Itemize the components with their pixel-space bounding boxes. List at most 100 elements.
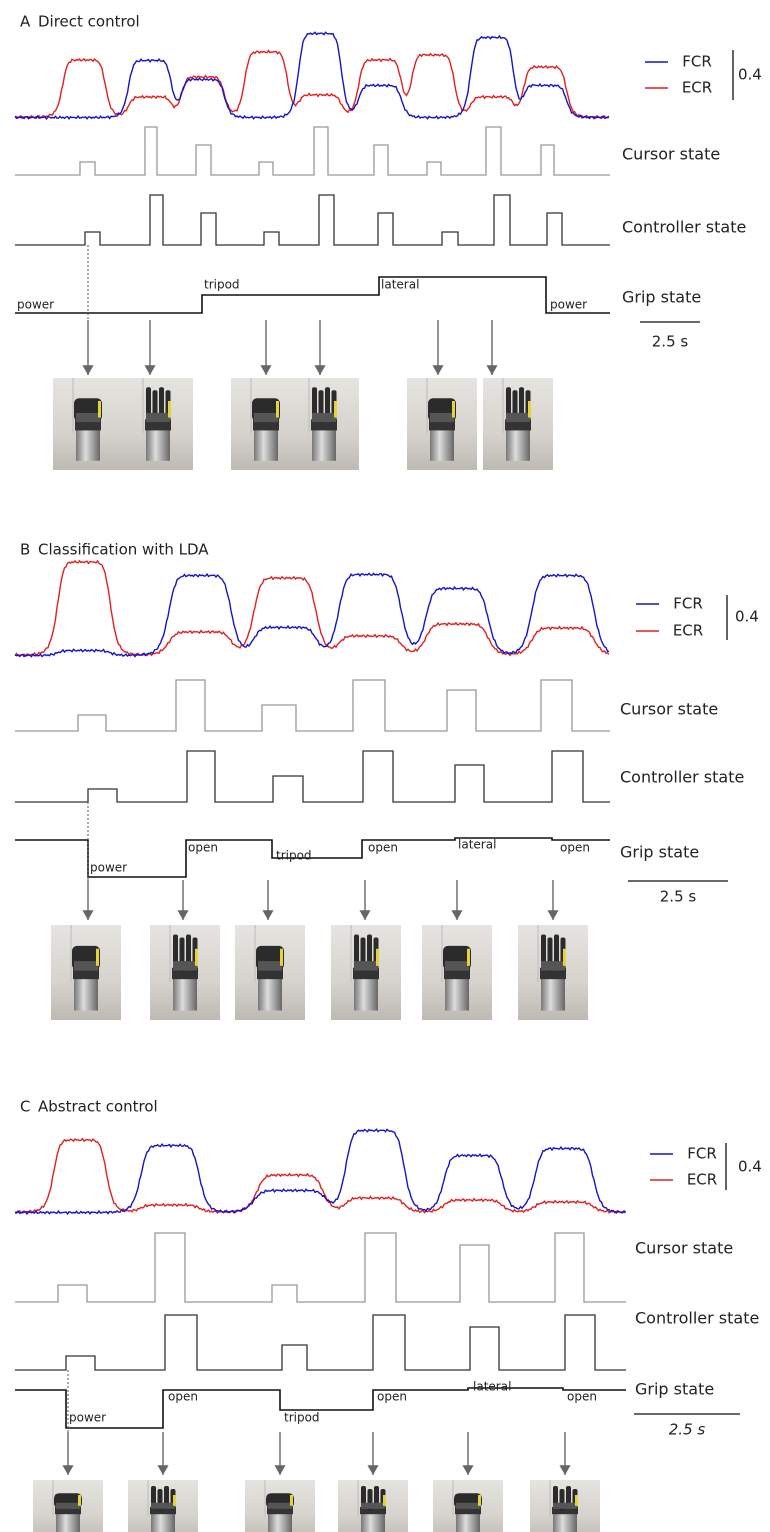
yellow-part (173, 1495, 176, 1506)
palm (173, 961, 197, 971)
prosthesis-base (456, 1513, 480, 1532)
state-trace (15, 195, 610, 245)
prosthesis-base (146, 429, 170, 461)
hand-photo (128, 1480, 198, 1532)
hand-photo (483, 378, 553, 470)
panel-label: C (20, 1098, 30, 1116)
grip-label: lateral (473, 1380, 511, 1394)
yellow-part (195, 949, 198, 966)
palm (361, 1503, 385, 1509)
palm (258, 961, 282, 971)
state-trace (15, 680, 610, 731)
yellow-part (96, 949, 99, 966)
palm (312, 413, 336, 422)
hand-photo (331, 925, 401, 1020)
emg-trace (15, 32, 609, 119)
hand-photo (33, 1480, 103, 1532)
state-trace (15, 1315, 626, 1370)
yellow-part (334, 401, 337, 418)
yellow-part (452, 401, 455, 418)
grip-label: open (560, 841, 590, 855)
palm (354, 961, 378, 971)
legend-label: FCR (673, 595, 703, 613)
grip-label: open (168, 1390, 198, 1404)
time-label: 2.5 s (660, 888, 697, 906)
palm (268, 1503, 292, 1509)
scale-label: 0.4 (735, 608, 759, 626)
hand-photo (422, 925, 492, 1020)
yellow-part (575, 1495, 578, 1506)
yellow-part (528, 401, 531, 418)
palm (254, 413, 278, 422)
panel-title: Direct control (38, 13, 140, 31)
row-label: Controller state (620, 768, 744, 787)
hand-photo (235, 925, 305, 1020)
palm (445, 961, 469, 971)
prosthesis-base (541, 977, 565, 1010)
scale-label: 0.4 (738, 66, 762, 84)
hand-photo (407, 378, 477, 470)
hand-photo (150, 925, 220, 1020)
yellow-part (563, 949, 566, 966)
prosthesis-base (506, 429, 530, 461)
prosthesis-base (254, 429, 278, 461)
state-trace (15, 1233, 626, 1302)
grip-label: open (368, 841, 398, 855)
grip-label: lateral (458, 838, 496, 852)
grip-label: tripod (204, 278, 240, 292)
scale-label: 0.4 (738, 1158, 762, 1176)
hand-photo (530, 1480, 600, 1532)
grip-label: open (567, 1390, 597, 1404)
yellow-part (467, 949, 470, 966)
panel-label: A (20, 13, 31, 31)
row-label: Grip state (622, 288, 701, 307)
prosthesis-base (74, 977, 98, 1010)
legend-label: FCR (682, 53, 712, 71)
palm (506, 413, 530, 422)
row-label: Controller state (635, 1309, 759, 1328)
palm (151, 1503, 175, 1509)
palm (541, 961, 565, 971)
grip-label: open (188, 841, 218, 855)
legend-label: ECR (673, 622, 703, 640)
time-label: 2.5 s (669, 1421, 706, 1439)
prosthesis-base (268, 1513, 292, 1532)
panel-title: Abstract control (38, 1098, 158, 1116)
yellow-part (98, 401, 101, 418)
prosthesis-base (173, 977, 197, 1010)
prosthesis-base (76, 429, 100, 461)
row-label: Cursor state (622, 145, 720, 164)
prosthesis-base (445, 977, 469, 1010)
hand-photo (123, 378, 193, 470)
grip-trace (15, 1388, 626, 1428)
figure: ADirect controlpowertripodlateralpowerFC… (0, 0, 770, 1532)
yellow-part (280, 949, 283, 966)
legend-label: ECR (682, 79, 712, 97)
grip-label: tripod (284, 1411, 320, 1425)
grip-label: power (69, 1411, 106, 1425)
state-trace (15, 127, 610, 175)
emg-trace (15, 51, 609, 119)
yellow-part (290, 1495, 293, 1506)
yellow-part (78, 1495, 81, 1506)
yellow-part (168, 401, 171, 418)
grip-label: open (377, 1390, 407, 1404)
hand-photo (518, 925, 588, 1020)
emg-trace (15, 573, 609, 656)
row-label: Cursor state (620, 700, 718, 719)
row-label: Cursor state (635, 1239, 733, 1258)
state-trace (15, 751, 610, 802)
prosthesis-base (312, 429, 336, 461)
panel-title: Classification with LDA (38, 541, 209, 559)
prosthesis-base (430, 429, 454, 461)
hand-photo (245, 1480, 315, 1532)
hand-photo (433, 1480, 503, 1532)
yellow-part (478, 1495, 481, 1506)
emg-trace (15, 561, 609, 656)
hand-photo (338, 1480, 408, 1532)
yellow-part (276, 401, 279, 418)
panel-label: B (20, 541, 30, 559)
emg-trace (15, 1139, 626, 1213)
prosthesis-base (361, 1513, 385, 1532)
palm (76, 413, 100, 422)
